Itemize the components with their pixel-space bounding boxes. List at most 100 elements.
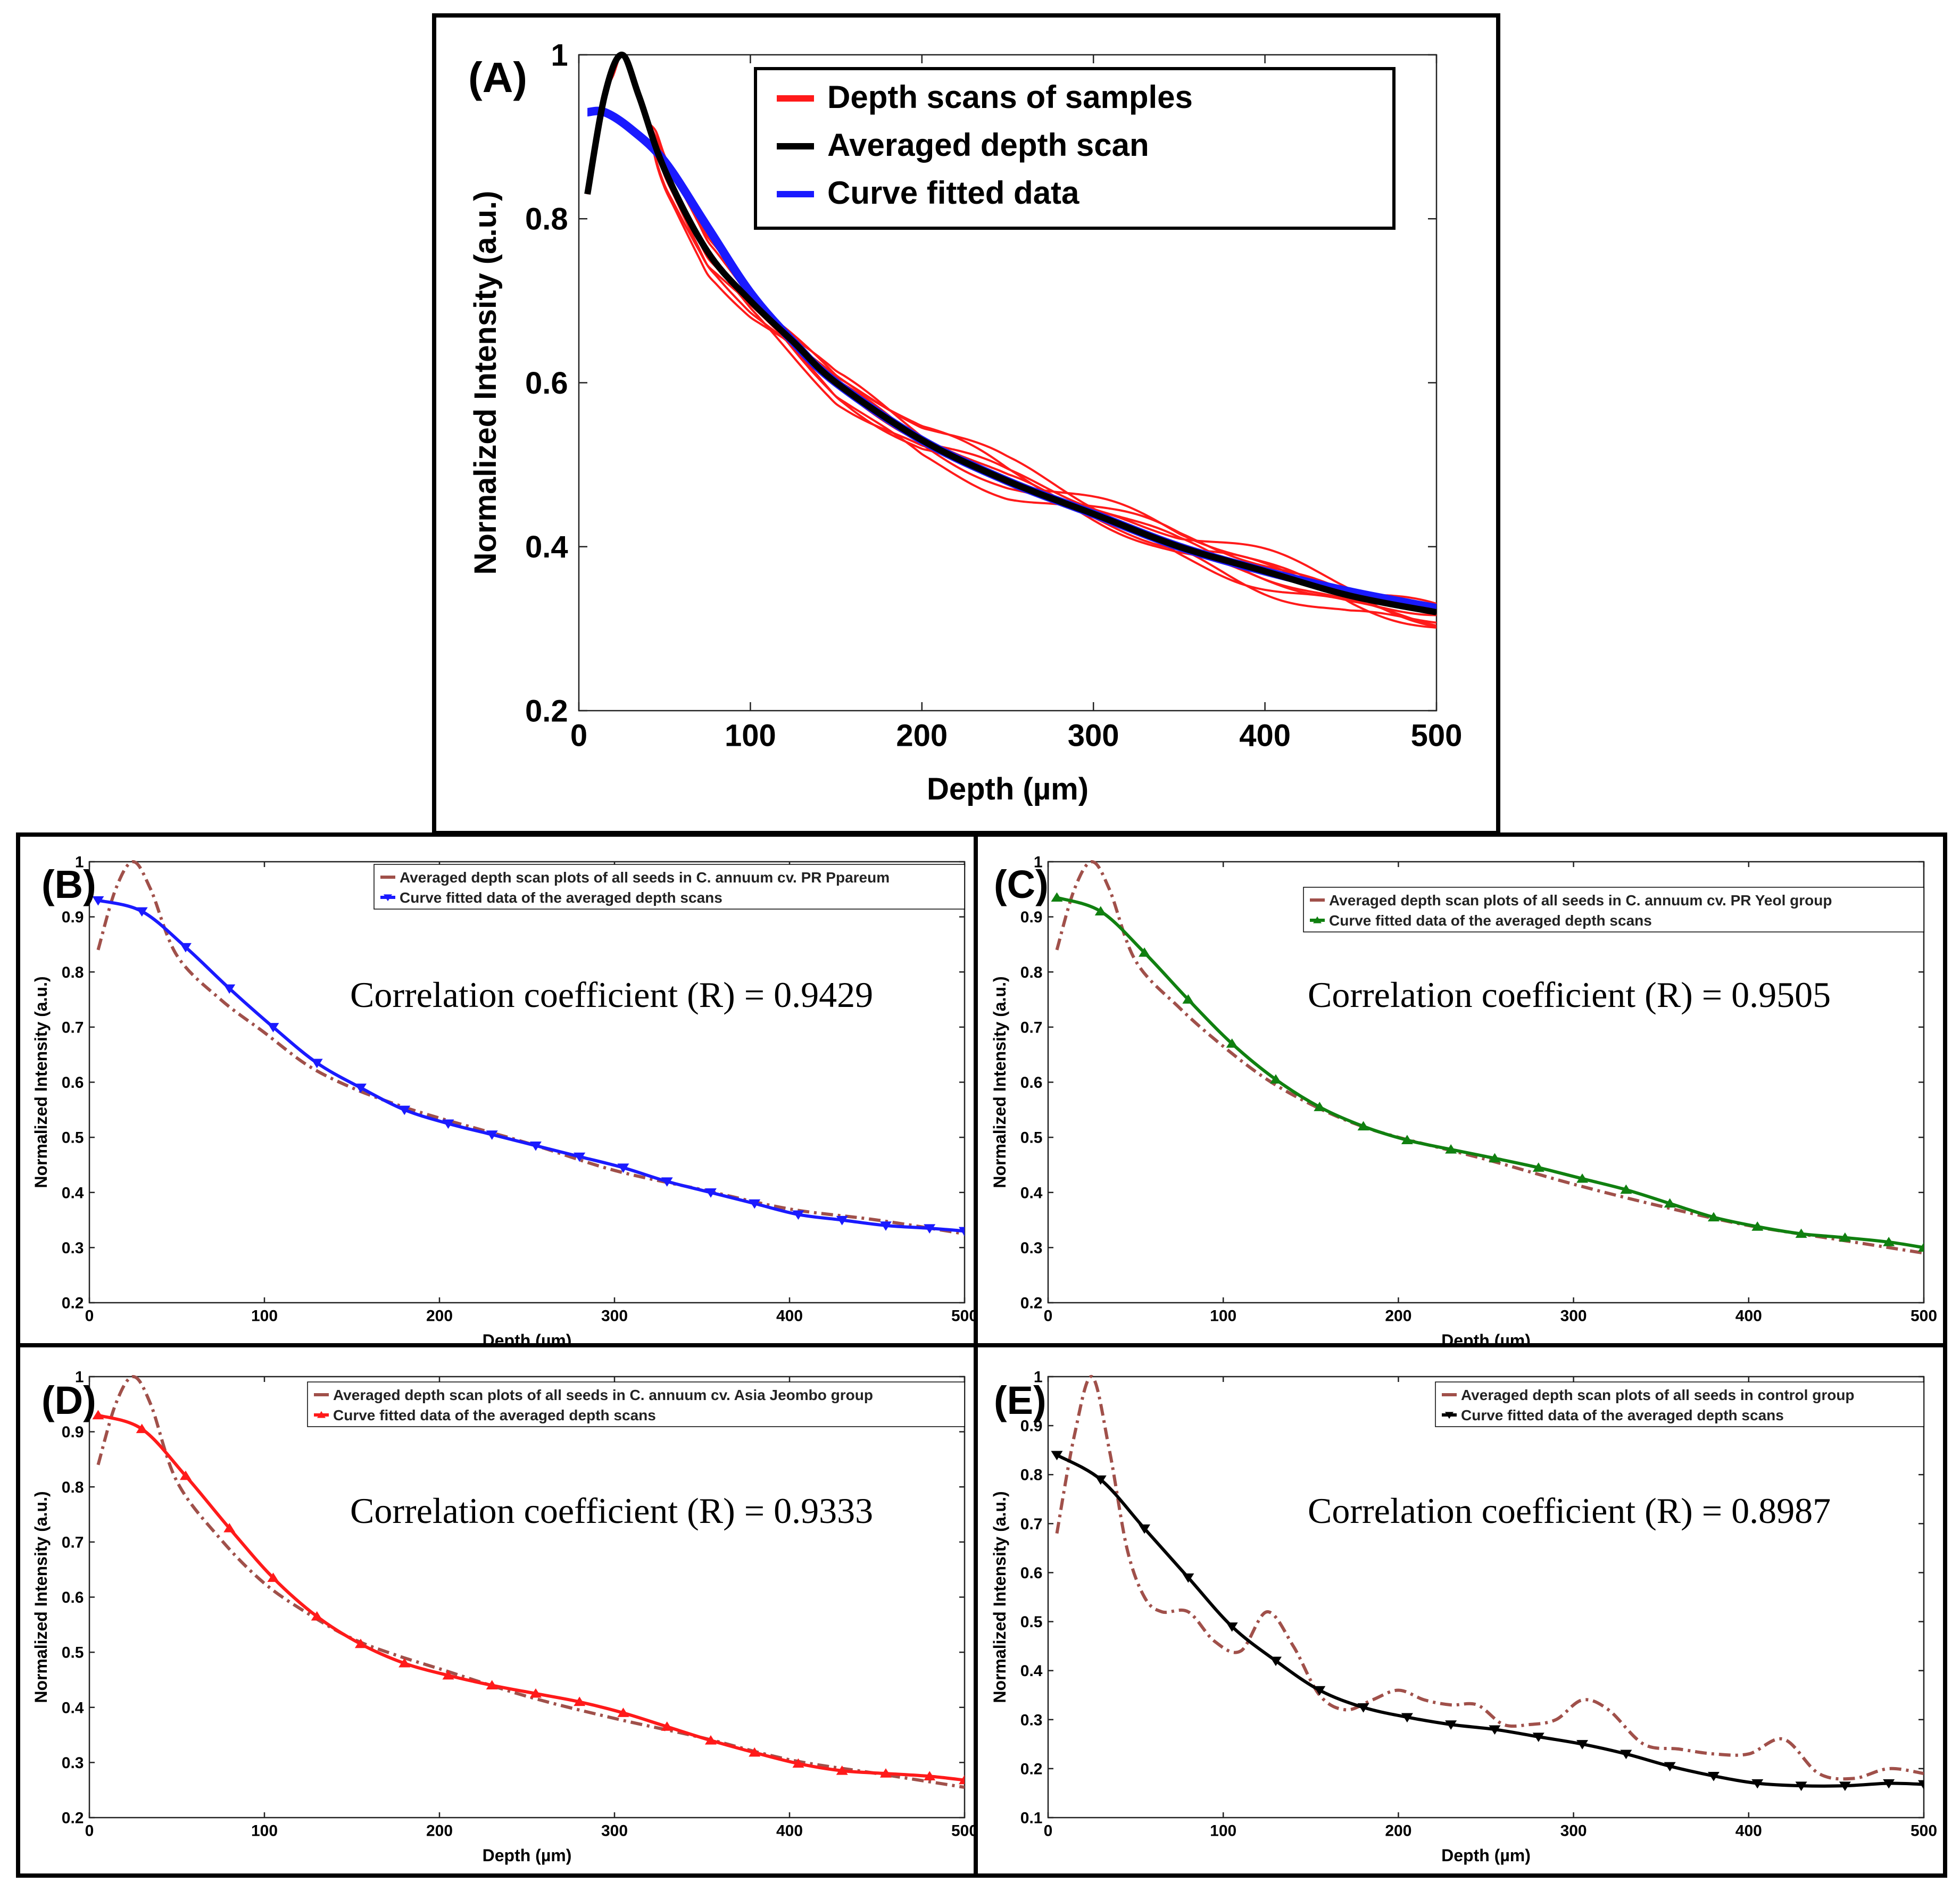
d-xtick-label: 500	[951, 1822, 978, 1840]
d-fit-marker	[136, 1423, 148, 1434]
panel-e: 0 100 200 300 400 500 0.1 0.2 0.3 0.4 0.5 0.6 0.7 0.8…	[974, 1343, 1947, 1878]
d-fit-marker	[398, 1658, 411, 1668]
c-xtick-label: 300	[1560, 1307, 1587, 1325]
c-legend-label-fit: Curve fitted data of the averaged depth …	[1329, 912, 1652, 929]
e-fit-marker	[1839, 1781, 1851, 1792]
e-fit-marker	[1357, 1703, 1369, 1713]
c-ytick-label: 0.8	[1020, 964, 1043, 981]
a-y-axis-label: Normalized Intensity (a.u.)	[468, 191, 503, 575]
a-sample-scan-line	[586, 53, 1436, 624]
c-xtick-label: 100	[1210, 1307, 1236, 1325]
c-ytick-label: 0.2	[1020, 1295, 1043, 1312]
e-xtick-label: 400	[1735, 1822, 1762, 1840]
d-y-axis-label: Normalized Intensity (a.u.)	[31, 1491, 51, 1703]
a-legend	[754, 67, 1396, 230]
a-xtick-label: 400	[1239, 719, 1291, 753]
b-series-group	[92, 860, 965, 1237]
d-fit-marker	[879, 1768, 892, 1778]
e-fit-marker	[1445, 1720, 1457, 1730]
d-plot-area	[88, 1376, 966, 1819]
e-x-axis-label: Depth (µm)	[1441, 1846, 1531, 1865]
e-ytick-label: 0.7	[1020, 1515, 1043, 1533]
chart-a: 0 100 200 300 400 500 0.2 0.4 0.6 0.8 1 (A) Depth (µ…	[468, 38, 1463, 806]
c-ytick-label: 0.4	[1020, 1184, 1043, 1202]
b-xtick-label: 300	[601, 1307, 628, 1325]
c-xtick-label: 500	[1911, 1307, 1937, 1325]
b-fit-marker	[924, 1224, 936, 1234]
b-ytick-label: 0.2	[62, 1295, 84, 1312]
c-fit-marker	[1839, 1232, 1851, 1242]
chart-c: 0 100 200 300 400 500 0.2 0.3 0.4 0.5 0.6 0.7 0.8 0.9…	[990, 854, 1937, 1351]
b-xtick-label: 400	[776, 1307, 803, 1325]
b-fit-marker	[749, 1199, 761, 1209]
b-ytick-label: 1	[75, 854, 84, 871]
a-ytick-label: 0.2	[525, 694, 568, 728]
b-fit-marker	[179, 943, 192, 953]
e-averaged-line	[1055, 1375, 1924, 1781]
b-fit-marker	[617, 1163, 629, 1173]
b-ytick-label: 0.9	[62, 909, 84, 926]
e-fit-marker	[1883, 1779, 1895, 1789]
b-fit-marker	[879, 1221, 892, 1231]
e-legend-label-averaged: Averaged depth scan plots of all seeds i…	[1461, 1387, 1855, 1403]
b-fit-marker	[661, 1177, 673, 1187]
d-ytick-label: 0.3	[62, 1754, 84, 1772]
c-fit-line	[1056, 896, 1924, 1250]
panel-c: 0 100 200 300 400 500 0.2 0.3 0.4 0.5 0.6 0.7 0.8 0.9…	[974, 832, 1947, 1350]
a-xtick-label: 100	[725, 719, 776, 753]
a-legend-label: Depth scans of samples	[827, 79, 1193, 115]
b-ytick-label: 0.3	[62, 1239, 84, 1257]
d-ytick-label: 0.2	[62, 1810, 84, 1827]
d-legend-marker-fit	[317, 1411, 326, 1418]
a-legend-label: Averaged depth scan	[827, 127, 1149, 163]
c-fit-marker	[1883, 1237, 1895, 1246]
c-ytick-label: 0.3	[1020, 1239, 1043, 1257]
d-fit-marker	[574, 1696, 586, 1706]
b-ytick-label: 0.7	[62, 1019, 84, 1036]
e-panel-label: (E)	[994, 1378, 1047, 1422]
d-fit-marker	[486, 1680, 498, 1689]
b-fit-marker	[792, 1210, 804, 1220]
c-ytick-label: 0.5	[1020, 1129, 1043, 1147]
e-legend-marker-fit	[1445, 1412, 1454, 1419]
c-fit-marker	[1094, 906, 1107, 915]
d-fit-marker	[529, 1688, 542, 1698]
e-fit-marker	[1620, 1750, 1632, 1760]
e-series-group	[1051, 1375, 1924, 1792]
e-xtick-label: 500	[1911, 1822, 1937, 1840]
e-xtick-label: 100	[1210, 1822, 1236, 1840]
c-fit-marker	[1532, 1162, 1544, 1172]
c-fit-marker	[1445, 1144, 1457, 1154]
panel-d: 0 100 200 300 400 500 0.2 0.3 0.4 0.5 0.6 0.7 0.8 0.9…	[16, 1343, 982, 1878]
c-correlation-annotation: Correlation coefficient (R) = 0.9505	[1308, 975, 1831, 1015]
e-ytick-label: 0.8	[1020, 1467, 1043, 1484]
d-xtick-label: 100	[251, 1822, 278, 1840]
a-ytick-label: 0.8	[525, 202, 568, 237]
c-legend	[1303, 887, 1924, 932]
b-fit-marker	[836, 1215, 848, 1226]
b-fit-marker	[398, 1105, 411, 1115]
d-xtick-label: 200	[426, 1822, 453, 1840]
c-xtick-label: 400	[1735, 1307, 1762, 1325]
b-fit-marker	[529, 1141, 542, 1151]
b-xtick-label: 0	[85, 1307, 94, 1325]
b-fit-marker	[267, 1023, 279, 1032]
d-panel-label: (D)	[41, 1378, 96, 1422]
d-ytick-label: 1	[75, 1369, 84, 1386]
e-fit-marker	[1269, 1656, 1282, 1667]
d-legend	[307, 1381, 965, 1427]
e-ytick-label: 1	[1034, 1369, 1043, 1386]
c-ytick-label: 0.7	[1020, 1019, 1043, 1036]
e-xtick-label: 200	[1385, 1822, 1411, 1840]
b-fit-marker	[574, 1152, 586, 1162]
b-panel-label: (B)	[41, 862, 96, 906]
e-fit-marker	[1051, 1451, 1063, 1461]
e-fit-marker	[1226, 1622, 1238, 1632]
chart-b: 0 100 200 300 400 500 0.2 0.3 0.4 0.5 0.6 0.7 0.8 0.9…	[31, 854, 978, 1351]
c-fit-marker	[1489, 1153, 1501, 1163]
e-ytick-label: 0.1	[1020, 1810, 1043, 1827]
d-fit-marker	[442, 1670, 454, 1680]
d-fit-marker	[749, 1747, 761, 1757]
a-xtick-label: 500	[1411, 719, 1463, 753]
e-correlation-annotation: Correlation coefficient (R) = 0.8987	[1308, 1490, 1831, 1531]
